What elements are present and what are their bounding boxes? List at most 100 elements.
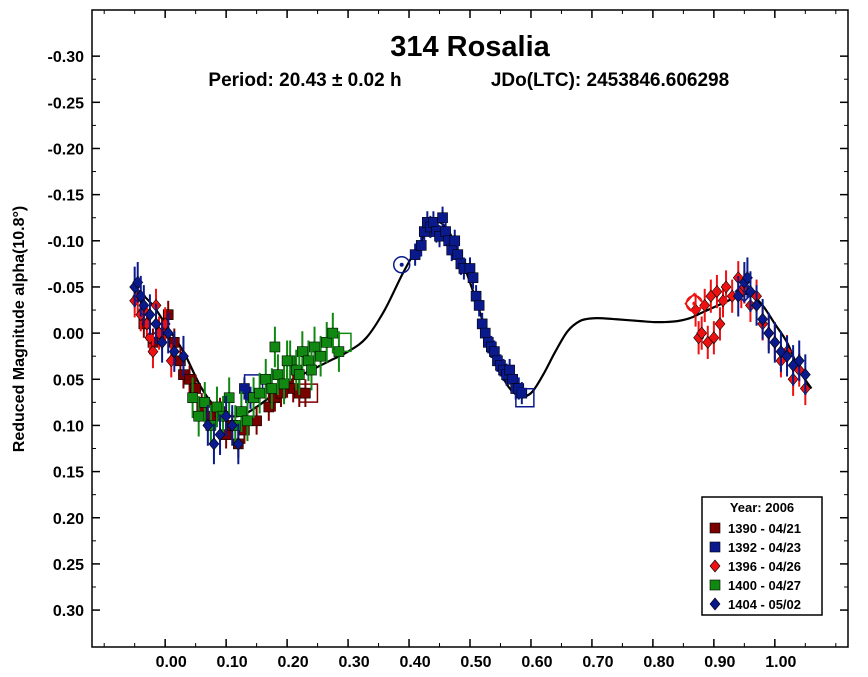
y-tick-label: -0.15 xyxy=(48,188,85,205)
data-point xyxy=(293,369,305,380)
y-tick-label: 0.20 xyxy=(53,511,84,528)
data-point xyxy=(168,345,180,359)
data-point xyxy=(260,373,272,385)
data-point xyxy=(415,240,427,251)
x-tick-label: 0.00 xyxy=(156,654,187,671)
data-point xyxy=(306,364,317,376)
data-point xyxy=(732,289,744,303)
hollow-marker xyxy=(515,387,535,408)
data-point xyxy=(516,387,528,399)
y-tick-label: -0.20 xyxy=(48,141,85,158)
x-tick-label: 1.00 xyxy=(765,654,796,671)
y-tick-label: 0.15 xyxy=(53,465,84,482)
legend-label: 1392 - 04/23 xyxy=(728,540,801,555)
legend-items: 1390 - 04/21 1392 - 04/23 1396 - 04/26 1400… xyxy=(709,521,801,612)
zero-point-circle xyxy=(392,256,411,274)
y-tick-label: -0.25 xyxy=(48,95,85,112)
hollow-marker xyxy=(332,332,352,353)
legend-marker xyxy=(709,541,721,553)
data-point xyxy=(269,341,281,353)
y-tick-label: 0.00 xyxy=(53,326,84,343)
data-point xyxy=(309,341,320,353)
legend-item: 1392 - 04/23 xyxy=(709,540,801,555)
data-point xyxy=(793,354,805,368)
data-point xyxy=(272,369,284,380)
data-point xyxy=(232,437,244,451)
zero-point-dot xyxy=(692,301,697,306)
data-point xyxy=(242,415,253,427)
y-tick-label: 0.25 xyxy=(53,557,84,574)
x-tick-label: 0.10 xyxy=(217,654,248,671)
data-point xyxy=(751,298,762,312)
data-point xyxy=(300,387,311,399)
data-point xyxy=(781,349,793,363)
legend-item: 1396 - 04/26 xyxy=(709,559,801,574)
data-point xyxy=(278,378,290,390)
legend-marker xyxy=(709,559,721,573)
data-point xyxy=(220,409,232,423)
data-point xyxy=(211,401,223,413)
chart-subtitle-period: Period: 20.43 ± 0.02 h xyxy=(208,70,401,91)
legend-marker xyxy=(709,597,721,611)
x-tick-label: 0.50 xyxy=(460,654,491,671)
x-tick-label: 0.70 xyxy=(582,654,613,671)
data-point xyxy=(254,387,265,399)
data-point xyxy=(763,326,775,340)
data-point xyxy=(144,308,156,322)
data-point xyxy=(315,350,326,362)
legend-item: 1390 - 04/21 xyxy=(709,521,801,536)
data-point xyxy=(437,212,448,224)
data-point xyxy=(297,346,308,357)
zero-point-dot xyxy=(399,262,404,267)
x-tick-label: 0.80 xyxy=(643,654,674,671)
legend: Year: 2006 1390 - 04/21 1392 - 04/23 1396 … xyxy=(701,496,823,616)
legend-label: 1404 - 05/02 xyxy=(728,597,801,612)
hollow-marker xyxy=(684,292,705,315)
data-point xyxy=(757,312,769,326)
data-point xyxy=(184,373,195,385)
data-point xyxy=(150,317,162,331)
legend-marker xyxy=(709,579,721,591)
data-point xyxy=(266,383,278,394)
y-tick-label: 0.05 xyxy=(53,372,84,389)
data-point xyxy=(147,345,159,359)
data-point xyxy=(223,392,235,404)
data-point xyxy=(321,337,333,348)
series-4 xyxy=(187,312,352,446)
data-point xyxy=(769,335,781,349)
series-2 xyxy=(239,206,535,409)
series-5 xyxy=(129,257,811,465)
data-point xyxy=(208,437,220,451)
data-point xyxy=(138,298,150,312)
data-point xyxy=(711,285,723,299)
data-point xyxy=(708,331,720,345)
data-point xyxy=(162,326,174,340)
chart-subtitle-epoch: JDo(LTC): 2453846.606298 xyxy=(491,70,729,91)
legend-title: Year: 2006 xyxy=(730,500,794,515)
legend-box xyxy=(701,496,823,616)
x-tick-label: 0.30 xyxy=(338,654,369,671)
y-tick-label: -0.30 xyxy=(48,49,85,66)
y-tick-label: 0.30 xyxy=(53,603,84,620)
data-point xyxy=(720,280,732,294)
x-tick-label: 0.90 xyxy=(704,654,735,671)
x-tick-label: 0.60 xyxy=(521,654,552,671)
data-point xyxy=(473,300,485,311)
data-point xyxy=(263,401,275,413)
legend-item: 1400 - 04/27 xyxy=(709,578,801,593)
y-tick-label: -0.10 xyxy=(48,234,85,251)
x-ticks: 0.00 0.10 0.20 0.30 0.40 0.50 0.60 0.70 0.80 0.90… xyxy=(103,10,837,671)
data-point xyxy=(178,349,189,363)
data-point xyxy=(281,355,293,367)
x-tick-label: 0.20 xyxy=(278,654,309,671)
data-points-layer xyxy=(129,206,811,465)
y-axis-label: Reduced Magnitude alpha(10.8°) xyxy=(11,206,28,452)
data-point xyxy=(202,418,214,432)
data-point xyxy=(449,235,461,247)
data-point xyxy=(236,406,247,417)
legend-label: 1400 - 04/27 xyxy=(728,578,801,593)
data-point xyxy=(714,317,726,331)
data-point xyxy=(214,428,226,442)
x-tick-label: 0.40 xyxy=(399,654,430,671)
